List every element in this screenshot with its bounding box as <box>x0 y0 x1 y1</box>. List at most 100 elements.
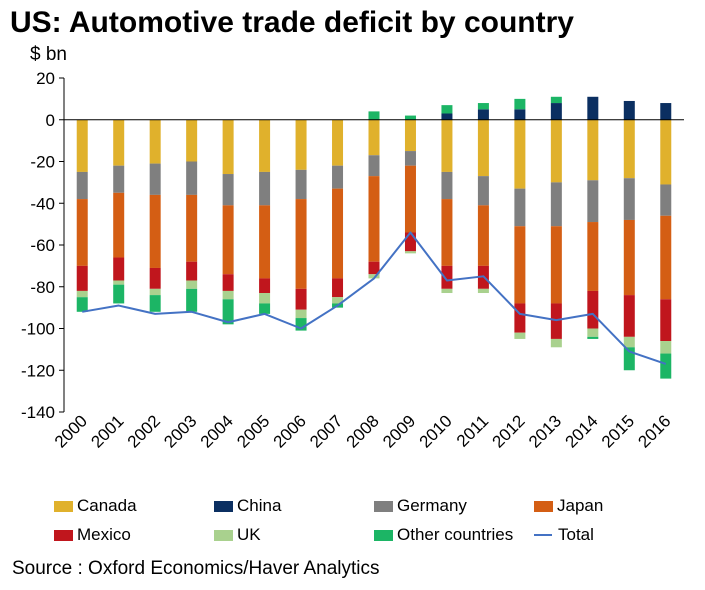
bar-china-2010 <box>441 113 453 120</box>
bar-mexico-2005 <box>259 278 271 294</box>
bar-germany-2009 <box>404 151 416 166</box>
bar-germany-2006 <box>295 169 307 200</box>
bar-japan-2008 <box>368 176 380 262</box>
bar-japan-2007 <box>332 188 344 279</box>
bar-other-countries-2002 <box>149 295 161 312</box>
bar-canada-2006 <box>295 119 307 170</box>
x-tick-label: 2000 <box>51 411 91 451</box>
x-tick-label: 2002 <box>124 411 164 451</box>
bar-uk-2002 <box>149 288 161 296</box>
bar-uk-2015 <box>623 336 635 348</box>
bar-canada-2004 <box>222 119 234 175</box>
x-tick-label: 2013 <box>525 411 565 451</box>
y-tick-label: -40 <box>30 194 55 213</box>
bar-canada-2002 <box>149 119 161 164</box>
legend-swatch-mexico <box>54 529 73 541</box>
bar-japan-2006 <box>295 199 307 289</box>
bar-germany-2016 <box>660 184 672 216</box>
bar-japan-2015 <box>623 219 635 296</box>
legend-label-canada: Canada <box>77 496 137 515</box>
bar-japan-2013 <box>550 226 562 304</box>
bar-mexico-2001 <box>113 257 125 281</box>
y-axis-unit-label: $ bn <box>30 44 67 65</box>
chart-title: US: Automotive trade deficit by country <box>10 6 574 39</box>
x-tick-label: 2008 <box>343 411 383 451</box>
legend-label-germany: Germany <box>397 496 467 515</box>
bar-germany-2008 <box>368 155 380 177</box>
bar-uk-2009 <box>404 251 416 254</box>
bar-china-2015 <box>623 100 635 120</box>
y-tick-label: -100 <box>21 320 55 339</box>
x-tick-label: 2011 <box>453 411 492 450</box>
bar-germany-2000 <box>76 171 88 200</box>
bar-canada-2014 <box>587 119 599 181</box>
x-tick-label: 2009 <box>379 411 419 451</box>
bar-uk-2012 <box>514 332 526 339</box>
bar-japan-2001 <box>113 192 125 258</box>
y-tick-label: -80 <box>30 278 55 297</box>
bar-canada-2016 <box>660 119 672 185</box>
bar-uk-2011 <box>477 288 489 294</box>
bar-uk-2016 <box>660 341 672 354</box>
bar-other-countries-2005 <box>259 303 271 314</box>
bar-germany-2010 <box>441 171 453 200</box>
y-tick-label: -120 <box>21 361 55 380</box>
bar-germany-2014 <box>587 180 599 223</box>
bar-mexico-2009 <box>404 232 416 252</box>
legend-item-total: Total <box>534 525 594 545</box>
legend-item-china: China <box>214 496 281 516</box>
bar-uk-2005 <box>259 293 271 304</box>
bar-canada-2003 <box>186 119 198 162</box>
bar-canada-2015 <box>623 119 635 179</box>
bar-japan-2014 <box>587 222 599 291</box>
bar-germany-2007 <box>332 165 344 189</box>
y-tick-label: -20 <box>30 153 55 172</box>
legend-label-uk: UK <box>237 525 261 544</box>
bar-germany-2001 <box>113 165 125 193</box>
legend-item-other-countries: Other countries <box>374 525 513 545</box>
x-tick-label: 2016 <box>634 411 674 451</box>
chart-legend: Canada China Germany Japan Mexico UK Oth… <box>0 490 705 550</box>
bar-japan-2005 <box>259 205 271 279</box>
legend-swatch-china <box>214 500 233 512</box>
legend-item-germany: Germany <box>374 496 467 516</box>
source-note: Source : Oxford Economics/Haver Analytic… <box>12 558 380 579</box>
bar-germany-2004 <box>222 174 234 206</box>
x-tick-label: 2004 <box>197 411 237 451</box>
bar-japan-2011 <box>477 205 489 266</box>
bar-canada-2009 <box>404 119 416 152</box>
bar-canada-2007 <box>332 119 344 166</box>
x-tick-label: 2001 <box>87 411 127 451</box>
legend-label-mexico: Mexico <box>77 525 131 544</box>
bar-canada-2005 <box>259 119 271 172</box>
bar-mexico-2016 <box>660 299 672 342</box>
bar-japan-2016 <box>660 215 672 300</box>
bar-japan-2004 <box>222 205 234 275</box>
bar-canada-2012 <box>514 119 526 189</box>
bar-mexico-2002 <box>149 267 161 289</box>
bar-other-countries-2008 <box>368 111 380 120</box>
bar-uk-2007 <box>332 297 344 304</box>
bar-other-countries-2016 <box>660 353 672 379</box>
x-tick-label: 2012 <box>489 411 529 451</box>
bar-other-countries-2015 <box>623 347 635 371</box>
bar-mexico-2012 <box>514 303 526 333</box>
bar-mexico-2007 <box>332 278 344 298</box>
x-tick-label: 2006 <box>270 411 310 451</box>
legend-item-mexico: Mexico <box>54 525 131 545</box>
bar-other-countries-2013 <box>550 96 562 104</box>
bar-mexico-2010 <box>441 265 453 289</box>
legend-item-japan: Japan <box>534 496 603 516</box>
bar-uk-2000 <box>76 290 88 298</box>
legend-swatch-total <box>534 534 552 536</box>
bar-canada-2000 <box>76 119 88 172</box>
bar-china-2011 <box>477 109 489 120</box>
bar-uk-2008 <box>368 274 380 279</box>
chart-plot: 200-20-40-60-80-100-120-1402000200120022… <box>21 69 684 452</box>
bar-uk-2014 <box>587 328 599 337</box>
bar-canada-2008 <box>368 119 380 156</box>
bar-germany-2002 <box>149 163 161 195</box>
legend-label-china: China <box>237 496 282 515</box>
x-tick-label: 2010 <box>416 411 456 451</box>
bar-uk-2013 <box>550 338 562 348</box>
